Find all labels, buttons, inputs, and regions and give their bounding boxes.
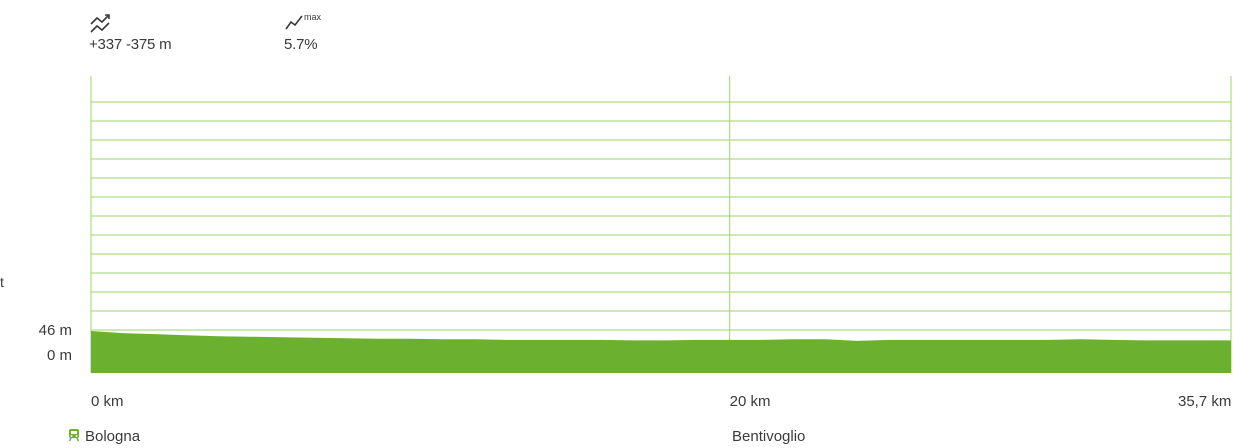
y-tick-label: 46 m: [38, 322, 72, 339]
max-grade-value: 5.7%: [284, 36, 318, 53]
x-tick-label: 35,7 km: [1178, 393, 1232, 410]
elevation-gain-loss-stat: +337 -375 m: [89, 12, 172, 53]
max-grade-stat: max 5.7%: [284, 12, 321, 53]
place-start-label: Bologna: [85, 428, 141, 445]
place-start[interactable]: Bologna: [67, 428, 140, 445]
x-tick-label: 20 km: [729, 393, 771, 410]
up-down-arrows-icon: [90, 14, 110, 33]
max-grade-icon: [285, 15, 303, 30]
max-grade-label: max: [304, 12, 322, 22]
place-waypoint[interactable]: Bentivoglio: [732, 428, 805, 445]
elevation-profile-area: [91, 331, 1231, 373]
side-letter: t: [0, 274, 4, 290]
place-waypoint-label: Bentivoglio: [732, 428, 806, 445]
y-tick-label: 0 m: [46, 347, 72, 364]
train-icon: [68, 429, 80, 442]
x-tick-label: 0 km: [91, 393, 124, 410]
elevation-gain-loss-value: +337 -375 m: [89, 36, 172, 53]
